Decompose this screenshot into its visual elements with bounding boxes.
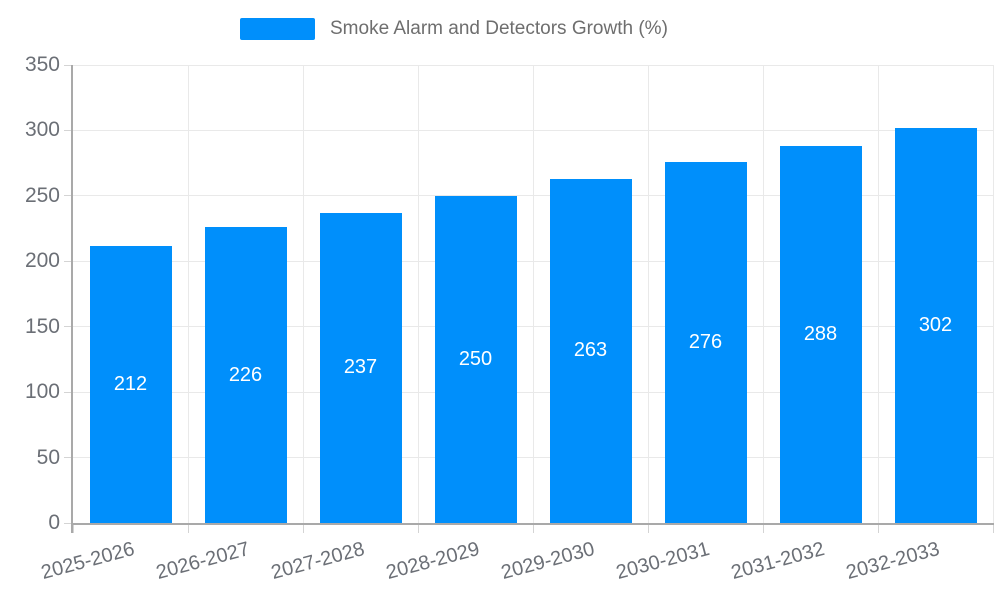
y-axis-tick-label: 0 bbox=[48, 511, 60, 534]
y-axis-tick-label: 250 bbox=[24, 183, 60, 207]
x-gridline bbox=[877, 65, 879, 523]
bar-value-label: 212 bbox=[113, 372, 148, 395]
x-tick bbox=[72, 525, 74, 533]
x-gridline bbox=[532, 65, 534, 523]
legend-swatch[interactable] bbox=[240, 18, 315, 40]
y-axis-tick-label: 50 bbox=[36, 445, 60, 469]
y-axis-tick-label: 350 bbox=[24, 53, 60, 76]
x-axis-line bbox=[71, 523, 994, 525]
bar-value-label: 288 bbox=[803, 323, 838, 346]
x-tick bbox=[532, 525, 534, 533]
y-axis-tick-label: 200 bbox=[24, 249, 60, 273]
y-axis-line bbox=[71, 65, 73, 533]
y-axis-tick-label: 300 bbox=[24, 118, 60, 142]
bar[interactable]: 288 bbox=[779, 146, 862, 523]
bar[interactable]: 250 bbox=[434, 195, 517, 523]
x-tick bbox=[647, 525, 649, 533]
x-tick bbox=[302, 525, 304, 533]
legend-item[interactable]: Smoke Alarm and Detectors Growth (%) bbox=[240, 18, 668, 40]
y-tick bbox=[64, 522, 73, 524]
bar[interactable]: 263 bbox=[549, 178, 632, 523]
y-axis-tick-label: 100 bbox=[24, 380, 60, 404]
bar-value-label: 237 bbox=[343, 356, 378, 379]
y-tick bbox=[64, 129, 73, 131]
x-tick bbox=[992, 525, 994, 533]
bar-value-label: 250 bbox=[458, 347, 493, 370]
bar[interactable]: 226 bbox=[204, 227, 287, 523]
x-tick bbox=[417, 525, 419, 533]
bar[interactable]: 302 bbox=[894, 127, 977, 523]
bar-value-label: 302 bbox=[918, 313, 953, 336]
x-tick bbox=[187, 525, 189, 533]
y-tick bbox=[64, 64, 73, 66]
x-gridline bbox=[647, 65, 649, 523]
x-gridline bbox=[187, 65, 189, 523]
y-axis-tick-label: 150 bbox=[24, 314, 60, 338]
y-tick bbox=[64, 391, 73, 393]
y-tick bbox=[64, 260, 73, 262]
y-tick bbox=[64, 195, 73, 197]
bar-value-label: 263 bbox=[573, 339, 608, 362]
y-tick bbox=[64, 457, 73, 459]
bar[interactable]: 276 bbox=[664, 161, 747, 523]
x-gridline bbox=[762, 65, 764, 523]
x-gridline bbox=[992, 65, 994, 523]
bar[interactable]: 237 bbox=[319, 212, 402, 523]
x-tick bbox=[877, 525, 879, 533]
bar[interactable]: 212 bbox=[89, 245, 172, 523]
x-tick bbox=[762, 525, 764, 533]
legend-label[interactable]: Smoke Alarm and Detectors Growth (%) bbox=[330, 18, 668, 39]
y-tick bbox=[64, 326, 73, 328]
x-gridline bbox=[302, 65, 304, 523]
x-gridline bbox=[417, 65, 419, 523]
bar-value-label: 276 bbox=[688, 330, 723, 353]
bar-value-label: 226 bbox=[228, 363, 263, 386]
